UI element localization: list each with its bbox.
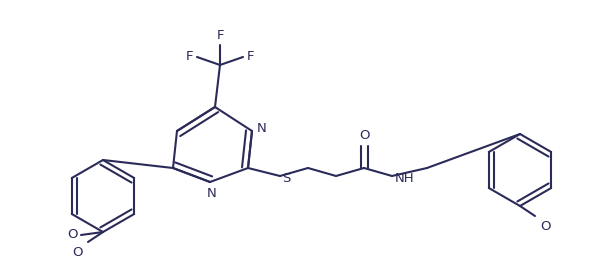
Text: F: F xyxy=(247,50,255,64)
Text: F: F xyxy=(216,29,224,42)
Text: O: O xyxy=(73,246,83,259)
Text: O: O xyxy=(359,129,369,142)
Text: O: O xyxy=(540,220,550,233)
Text: O: O xyxy=(67,229,78,242)
Text: N: N xyxy=(257,121,267,134)
Text: N: N xyxy=(207,187,217,200)
Text: S: S xyxy=(282,172,290,185)
Text: F: F xyxy=(185,50,193,64)
Text: NH: NH xyxy=(395,172,415,185)
